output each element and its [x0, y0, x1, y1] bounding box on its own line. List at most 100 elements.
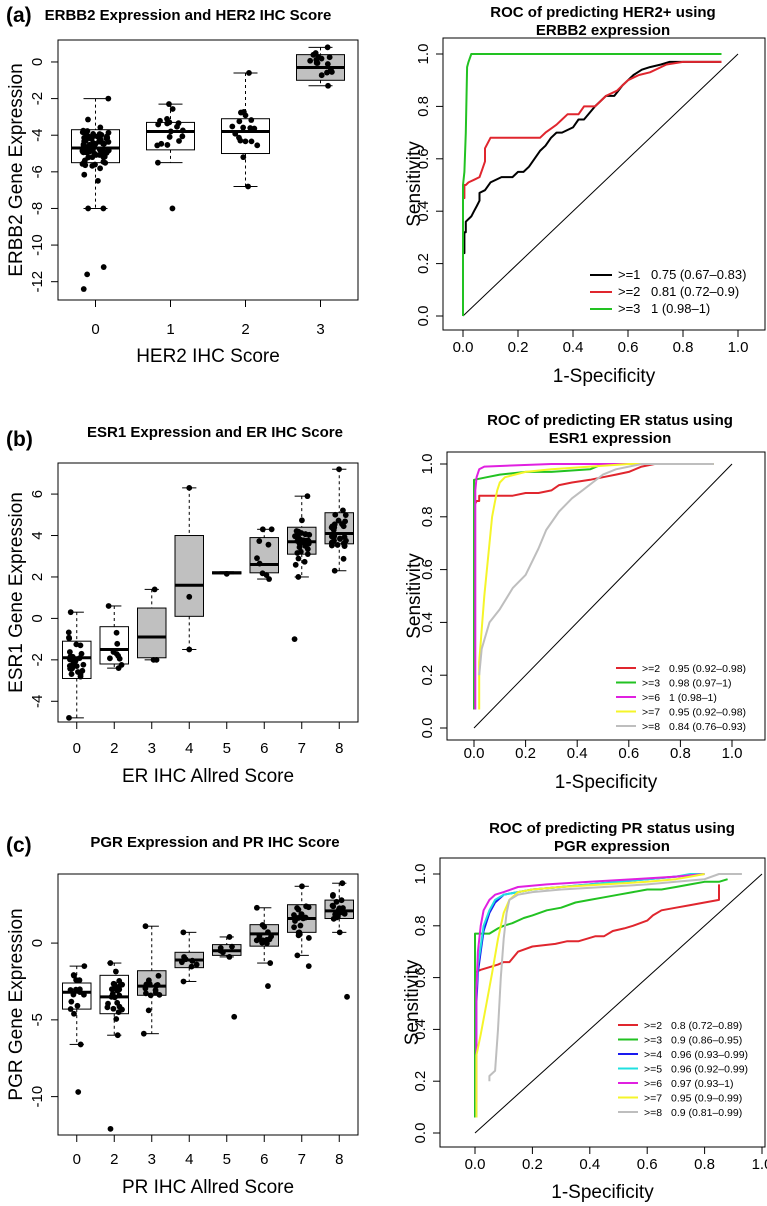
panel-label-c: (c) — [6, 834, 32, 857]
y-tick-label: 4 — [29, 531, 46, 539]
legend-stat: 0.98 (0.97–1) — [669, 678, 731, 690]
data-point — [259, 526, 266, 533]
y-tick-label: 0 — [29, 614, 46, 622]
data-point — [220, 949, 226, 956]
roc-series-1 — [462, 60, 722, 251]
data-point — [193, 961, 200, 968]
x-tick-label: 3 — [316, 321, 324, 338]
data-point — [157, 117, 163, 124]
y-tick-label: -10 — [29, 234, 46, 256]
x-tick-label: 6 — [260, 1151, 268, 1168]
data-point — [331, 567, 338, 574]
data-point — [153, 982, 160, 989]
data-point — [332, 511, 339, 518]
legend-stat: 0.8 (0.72–0.89) — [671, 1020, 742, 1032]
data-point — [178, 959, 185, 966]
data-point — [328, 533, 335, 540]
y-tick-label: 0.6 — [419, 559, 436, 580]
data-point — [78, 650, 85, 657]
data-point — [254, 142, 261, 149]
data-point — [248, 117, 255, 123]
data-point — [169, 205, 176, 212]
data-point — [116, 992, 123, 999]
data-point — [291, 924, 297, 931]
y-axis-label: ERBB2 Gene Expression — [6, 63, 27, 276]
data-point — [143, 990, 149, 997]
data-point — [67, 987, 74, 993]
data-point — [85, 116, 91, 123]
legend-stat: 0.84 (0.76–0.93) — [669, 721, 746, 733]
data-point — [318, 55, 325, 62]
data-point — [70, 655, 77, 662]
data-point — [240, 124, 247, 131]
x-tick-label: 0.4 — [563, 339, 584, 356]
data-point — [84, 271, 91, 278]
x-tick-label: 0.6 — [618, 745, 639, 762]
data-point — [304, 546, 311, 553]
x-tick-label: 0.8 — [694, 1156, 715, 1173]
data-point — [310, 51, 317, 58]
data-point — [256, 538, 263, 544]
roc-series-5 — [475, 873, 705, 1118]
data-point — [334, 542, 341, 548]
data-point — [116, 1003, 123, 1010]
data-point — [81, 171, 88, 178]
data-point — [76, 977, 83, 984]
data-point — [71, 1010, 77, 1017]
data-point — [329, 902, 336, 909]
data-point — [112, 985, 119, 992]
data-point — [164, 116, 170, 122]
y-tick-label: 0.8 — [415, 96, 432, 117]
x-tick-label: 0.8 — [673, 339, 694, 356]
data-point — [336, 466, 342, 473]
data-point — [265, 929, 271, 936]
x-tick-label: 0.0 — [464, 745, 485, 762]
data-point — [236, 118, 243, 125]
y-axis-label: Sensitivity — [404, 553, 425, 639]
y-tick-label: 0.0 — [415, 306, 432, 327]
data-point — [179, 133, 186, 140]
data-point — [80, 127, 87, 134]
data-point — [313, 60, 320, 66]
roc-series-0 — [473, 463, 714, 507]
y-tick-label: 0.4 — [415, 201, 432, 222]
data-point — [164, 120, 171, 127]
data-point — [107, 655, 113, 662]
y-tick-label: 0.0 — [412, 1123, 429, 1144]
data-point — [333, 898, 340, 905]
data-point — [70, 660, 77, 667]
data-point — [263, 940, 270, 947]
data-point — [186, 646, 193, 653]
x-tick-label: 0.4 — [567, 745, 588, 762]
data-point — [305, 904, 312, 911]
y-tick-label: -2 — [29, 653, 46, 666]
data-point — [86, 148, 93, 155]
plot-frame — [57, 462, 359, 723]
data-point — [324, 44, 331, 51]
legend-name: >=6 — [644, 1078, 662, 1090]
x-tick-label: 4 — [185, 1151, 193, 1168]
data-point — [85, 205, 92, 212]
x-tick-label: 0.2 — [508, 339, 529, 356]
data-point — [113, 629, 120, 636]
data-point — [110, 1005, 117, 1012]
data-point — [265, 541, 272, 548]
y-axis-label: Sensitivity — [402, 959, 423, 1045]
data-point — [237, 137, 244, 144]
y-tick-label: 0.8 — [419, 506, 436, 527]
data-point — [268, 526, 275, 533]
data-point — [79, 160, 86, 167]
data-point — [66, 635, 73, 642]
y-tick-label: 0.4 — [412, 1019, 429, 1040]
data-point — [259, 939, 265, 946]
x-tick-label: 5 — [223, 1151, 231, 1168]
y-tick-label: 1.0 — [419, 454, 436, 475]
data-point — [145, 977, 152, 984]
chart-title-line: ROC of predicting HER2+ using — [490, 4, 715, 21]
x-tick-label: 0.2 — [522, 1156, 543, 1173]
x-tick-label: 1.0 — [722, 745, 743, 762]
data-point — [263, 572, 270, 578]
data-point — [97, 165, 104, 172]
legend-name: >=4 — [644, 1049, 662, 1061]
